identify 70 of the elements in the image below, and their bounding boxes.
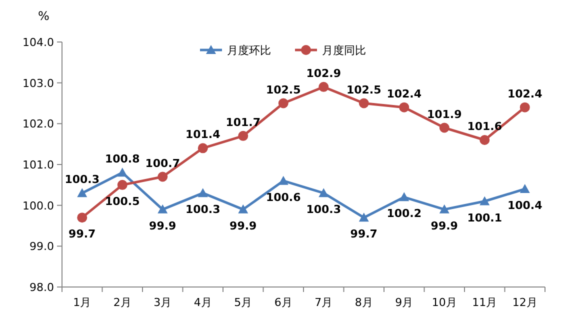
point <box>399 102 410 112</box>
point <box>278 98 288 108</box>
y-tick-label: 104.0 <box>22 36 54 49</box>
x-tick-label: 11月 <box>472 296 498 309</box>
y-tick-label: 103.0 <box>22 76 54 90</box>
point <box>358 212 369 222</box>
data-label: 102.4 <box>386 87 422 100</box>
point <box>318 82 329 92</box>
x-tick-label: 10月 <box>432 296 457 309</box>
x-tick-label: 6月 <box>274 296 292 309</box>
x-tick-label: 12月 <box>512 296 538 309</box>
data-label: 102.5 <box>346 83 382 96</box>
legend-label: 月度环比 <box>227 44 271 57</box>
y-tick-label: 99.0 <box>30 240 54 254</box>
data-label: 102.9 <box>306 66 342 80</box>
x-tick-label: 3月 <box>154 296 172 309</box>
data-label: 99.7 <box>350 228 378 241</box>
data-label: 101.9 <box>426 108 462 121</box>
data-label: 100.3 <box>64 173 100 186</box>
point <box>358 98 369 108</box>
x-tick-label: 5月 <box>234 296 252 309</box>
y-tick-label: 98.0 <box>30 281 54 294</box>
data-label: 99.7 <box>68 228 96 241</box>
data-label: 100.3 <box>306 203 342 216</box>
point <box>480 135 490 145</box>
point <box>198 188 208 198</box>
data-label: 101.4 <box>185 128 221 142</box>
point <box>520 102 530 112</box>
point <box>439 204 450 214</box>
data-label: 99.9 <box>230 219 257 232</box>
data-label: 100.8 <box>104 152 140 166</box>
data-label: 100.6 <box>266 190 302 204</box>
data-label: 100.2 <box>386 207 422 220</box>
x-tick-label: 7月 <box>314 296 333 309</box>
point <box>520 184 530 193</box>
data-label: 100.7 <box>145 156 180 170</box>
point <box>77 188 88 198</box>
point <box>439 122 450 133</box>
data-label: 100.1 <box>467 211 502 224</box>
y-tick-label: 100.0 <box>22 199 54 212</box>
data-label: 100.3 <box>185 203 220 216</box>
point <box>77 212 88 223</box>
legend-label: 月度同比 <box>322 44 366 57</box>
point <box>480 196 490 206</box>
data-label: 101.7 <box>226 116 261 129</box>
x-tick-label: 2月 <box>113 296 132 309</box>
point <box>399 192 410 202</box>
data-label: 100.4 <box>507 199 543 212</box>
point <box>318 188 329 198</box>
point <box>117 168 128 177</box>
point <box>158 172 168 182</box>
x-tick-label: 1月 <box>73 296 92 309</box>
point <box>158 204 168 214</box>
data-label: 102.5 <box>266 83 301 96</box>
data-label: 101.6 <box>467 120 502 133</box>
y-tick-label: 102.0 <box>22 118 54 131</box>
point <box>238 130 248 141</box>
x-tick-label: 8月 <box>354 296 373 309</box>
x-tick-label: 9月 <box>395 296 414 309</box>
y-axis-title: % <box>38 9 50 23</box>
point <box>238 204 248 214</box>
data-label: 100.5 <box>104 194 140 208</box>
data-label: 102.4 <box>507 87 543 100</box>
point <box>278 176 288 185</box>
data-label: 99.9 <box>430 219 458 232</box>
point <box>198 143 208 154</box>
x-tick-label: 4月 <box>194 296 212 309</box>
y-tick-label: 101.0 <box>22 158 54 172</box>
data-label: 99.9 <box>149 219 176 232</box>
point <box>117 180 128 190</box>
